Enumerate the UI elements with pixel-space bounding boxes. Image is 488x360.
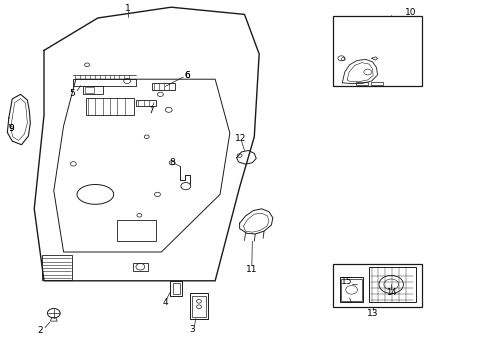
Bar [339, 277, 363, 302]
Bar [172, 283, 180, 294]
Bar [333, 16, 422, 86]
Text: 7: 7 [147, 107, 153, 115]
Text: 9: 9 [8, 124, 14, 133]
Bar [85, 98, 134, 115]
Bar [333, 264, 422, 307]
Bar [170, 281, 182, 296]
Bar [83, 86, 102, 94]
Text: 10: 10 [404, 9, 416, 18]
Bar [341, 279, 361, 301]
Bar [117, 220, 156, 241]
Bar [355, 82, 367, 85]
Text: 5: 5 [69, 89, 75, 98]
Bar [368, 267, 415, 302]
Bar [73, 79, 136, 86]
Text: 12: 12 [234, 134, 246, 143]
Bar [189, 293, 208, 319]
Bar [133, 263, 147, 271]
Bar [370, 82, 382, 85]
Text: 4: 4 [162, 298, 168, 307]
Text: 6: 6 [184, 71, 190, 80]
Bar [192, 296, 205, 317]
Text: 15: 15 [340, 277, 351, 286]
Text: 11: 11 [245, 265, 257, 274]
Text: 14: 14 [385, 288, 396, 297]
Bar [136, 100, 155, 106]
Text: 13: 13 [366, 309, 378, 318]
Text: 2: 2 [37, 326, 43, 335]
Text: 3: 3 [189, 325, 195, 333]
Text: 8: 8 [169, 158, 175, 167]
Text: 6: 6 [184, 71, 190, 80]
Text: 9: 9 [8, 124, 14, 133]
Bar [151, 83, 175, 90]
Bar [84, 87, 94, 93]
Text: 1: 1 [125, 4, 131, 13]
Bar [41, 255, 72, 280]
